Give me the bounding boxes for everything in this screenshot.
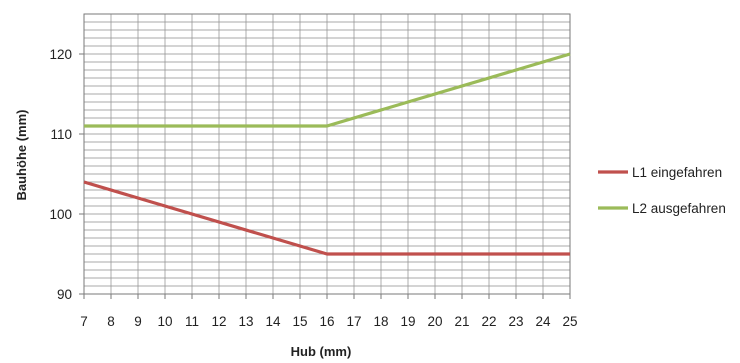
x-tick-label: 16 [319,314,334,329]
x-tick-label: 25 [562,314,577,329]
x-tick-label: 22 [481,314,496,329]
x-tick-label: 11 [185,314,199,329]
x-tick-label: 14 [265,314,281,329]
y-tick-label: 100 [49,207,72,222]
y-tick-label: 110 [50,127,72,142]
x-tick-label: 18 [373,314,388,329]
x-tick-label: 8 [107,314,115,329]
x-tick-label: 13 [238,314,253,329]
x-tick-label: 20 [427,314,442,329]
x-tick-label: 7 [80,314,88,329]
grid [83,13,571,295]
x-tick-label: 19 [400,314,415,329]
legend-label-2: L2 ausgefahren [632,201,726,216]
legend-label-1: L1 eingefahren [632,165,722,180]
x-tick-label: 23 [508,314,523,329]
y-tick-label: 90 [57,287,72,302]
series-line-1 [83,180,570,256]
y-axis-ticks: 90 100 110 120 [49,47,84,302]
x-axis-ticks: 7 8 9 10 11 12 13 14 15 16 17 18 19 20 21 22 23 24 25 [80,294,578,329]
x-tick-label: 15 [292,314,307,329]
x-tick-label: 21 [454,314,469,329]
legend: L1 eingefahren L2 ausgefahren [598,165,726,216]
y-tick-label: 120 [49,47,72,62]
y-axis-title: Bauhöhe (mm) [14,110,29,201]
x-tick-label: 12 [211,314,226,329]
x-tick-label: 10 [157,314,172,329]
x-tick-label: 24 [535,314,551,329]
series-line-2 [84,52,571,128]
series-lines [83,52,571,256]
x-axis-title: Hub (mm) [291,344,352,359]
x-tick-label: 9 [134,314,142,329]
x-tick-label: 17 [346,314,361,329]
